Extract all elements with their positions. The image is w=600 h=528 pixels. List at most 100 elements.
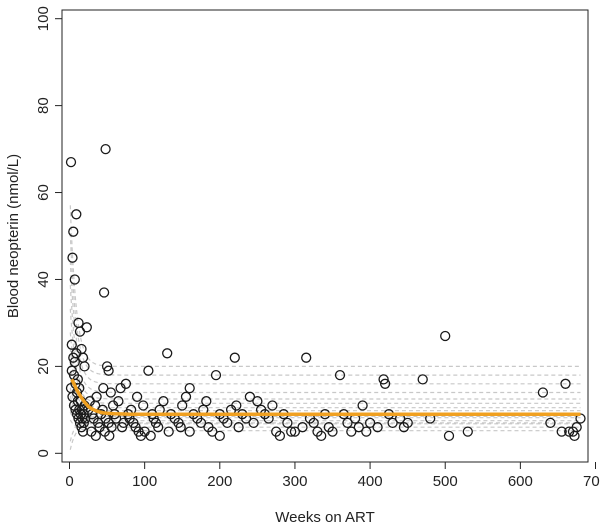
data-point (364, 417, 376, 429)
individual-curve (69, 308, 581, 400)
data-point (372, 422, 383, 433)
data-point (116, 422, 128, 433)
data-point (289, 426, 301, 437)
x-tick-label: 600 (508, 473, 533, 490)
data-point (66, 365, 77, 376)
individual-curve (69, 233, 581, 376)
data-point (297, 422, 308, 433)
data-point (201, 396, 212, 407)
data-point (65, 156, 77, 168)
data-point (90, 430, 101, 442)
data-point (98, 382, 109, 394)
data-point (229, 352, 240, 363)
data-point (462, 426, 473, 437)
data-point (92, 417, 104, 429)
data-point (308, 417, 319, 429)
individual-curve (69, 285, 581, 394)
fit-line-group (70, 378, 581, 416)
data-point (104, 430, 115, 442)
data-point (103, 365, 114, 376)
data-point (301, 352, 312, 363)
data-point (162, 348, 173, 359)
data-point (443, 430, 455, 442)
data-point (244, 391, 256, 402)
data-point (556, 426, 567, 437)
individual-curve (69, 260, 581, 385)
x-tick-label: 400 (358, 473, 383, 490)
plot-frame (61, 9, 589, 463)
data-point (560, 378, 571, 389)
y-tick-label: 40 (35, 271, 52, 288)
data-point (67, 252, 78, 263)
data-point (98, 287, 110, 298)
data-point (387, 417, 398, 429)
data-point (274, 430, 286, 442)
data-point (207, 426, 218, 437)
data-point (248, 417, 259, 429)
data-point (361, 426, 372, 437)
data-point (79, 361, 90, 372)
data-point (286, 426, 297, 437)
y-tick-label: 80 (35, 97, 52, 114)
data-point (184, 382, 195, 394)
data-point (158, 396, 169, 407)
data-point (77, 352, 89, 363)
y-tick-label: 0 (35, 449, 52, 457)
data-point (195, 417, 207, 429)
data-point (231, 400, 242, 411)
data-point (153, 422, 164, 433)
data-point (71, 348, 82, 359)
data-point (214, 430, 225, 442)
x-axis-title: Weeks on ART (275, 509, 375, 526)
x-tick-label: 0 (65, 473, 73, 490)
data-point (66, 339, 77, 350)
data-point (77, 404, 88, 415)
x-tick-label: 100 (132, 473, 157, 490)
data-point (177, 400, 188, 411)
data-point (440, 330, 451, 342)
data-point (163, 426, 174, 437)
data-point (69, 274, 80, 285)
data-point (379, 378, 391, 389)
data-point (70, 404, 81, 415)
data-point (94, 422, 105, 433)
data-point (143, 365, 154, 376)
data-point (184, 426, 195, 437)
data-point (545, 417, 556, 429)
data-point (145, 430, 156, 442)
data-point (346, 426, 357, 437)
data-point (210, 369, 222, 381)
data-point (252, 396, 263, 407)
fit-line (70, 378, 581, 416)
data-point (537, 387, 549, 398)
data-point (316, 430, 327, 442)
x-tick-label: 500 (433, 473, 458, 490)
data-point (267, 400, 278, 411)
x-tick-label: 200 (207, 473, 232, 490)
data-point (180, 391, 192, 402)
data-point (417, 374, 428, 385)
y-axis: 0 20 40 60 80 100 (35, 6, 62, 457)
data-point (357, 400, 368, 411)
data-points (65, 143, 586, 442)
data-point (334, 369, 346, 381)
data-point (402, 417, 413, 429)
data-point (353, 422, 364, 433)
data-point (76, 422, 87, 433)
y-tick-label: 20 (35, 358, 52, 375)
data-point (81, 322, 92, 333)
data-point (342, 417, 353, 429)
data-point (101, 361, 113, 372)
data-point (222, 417, 233, 429)
y-axis-title: Blood neopterin (nmol/L) (5, 154, 22, 318)
data-point (569, 430, 580, 442)
y-tick-label: 60 (35, 184, 52, 201)
data-point (282, 417, 293, 429)
x-axis: 0 100 200 300 400 500 600 700 (65, 462, 600, 490)
data-point (138, 400, 149, 411)
data-point (71, 209, 82, 220)
data-point (378, 374, 389, 385)
individual-curve (69, 205, 581, 367)
data-point (175, 422, 186, 433)
